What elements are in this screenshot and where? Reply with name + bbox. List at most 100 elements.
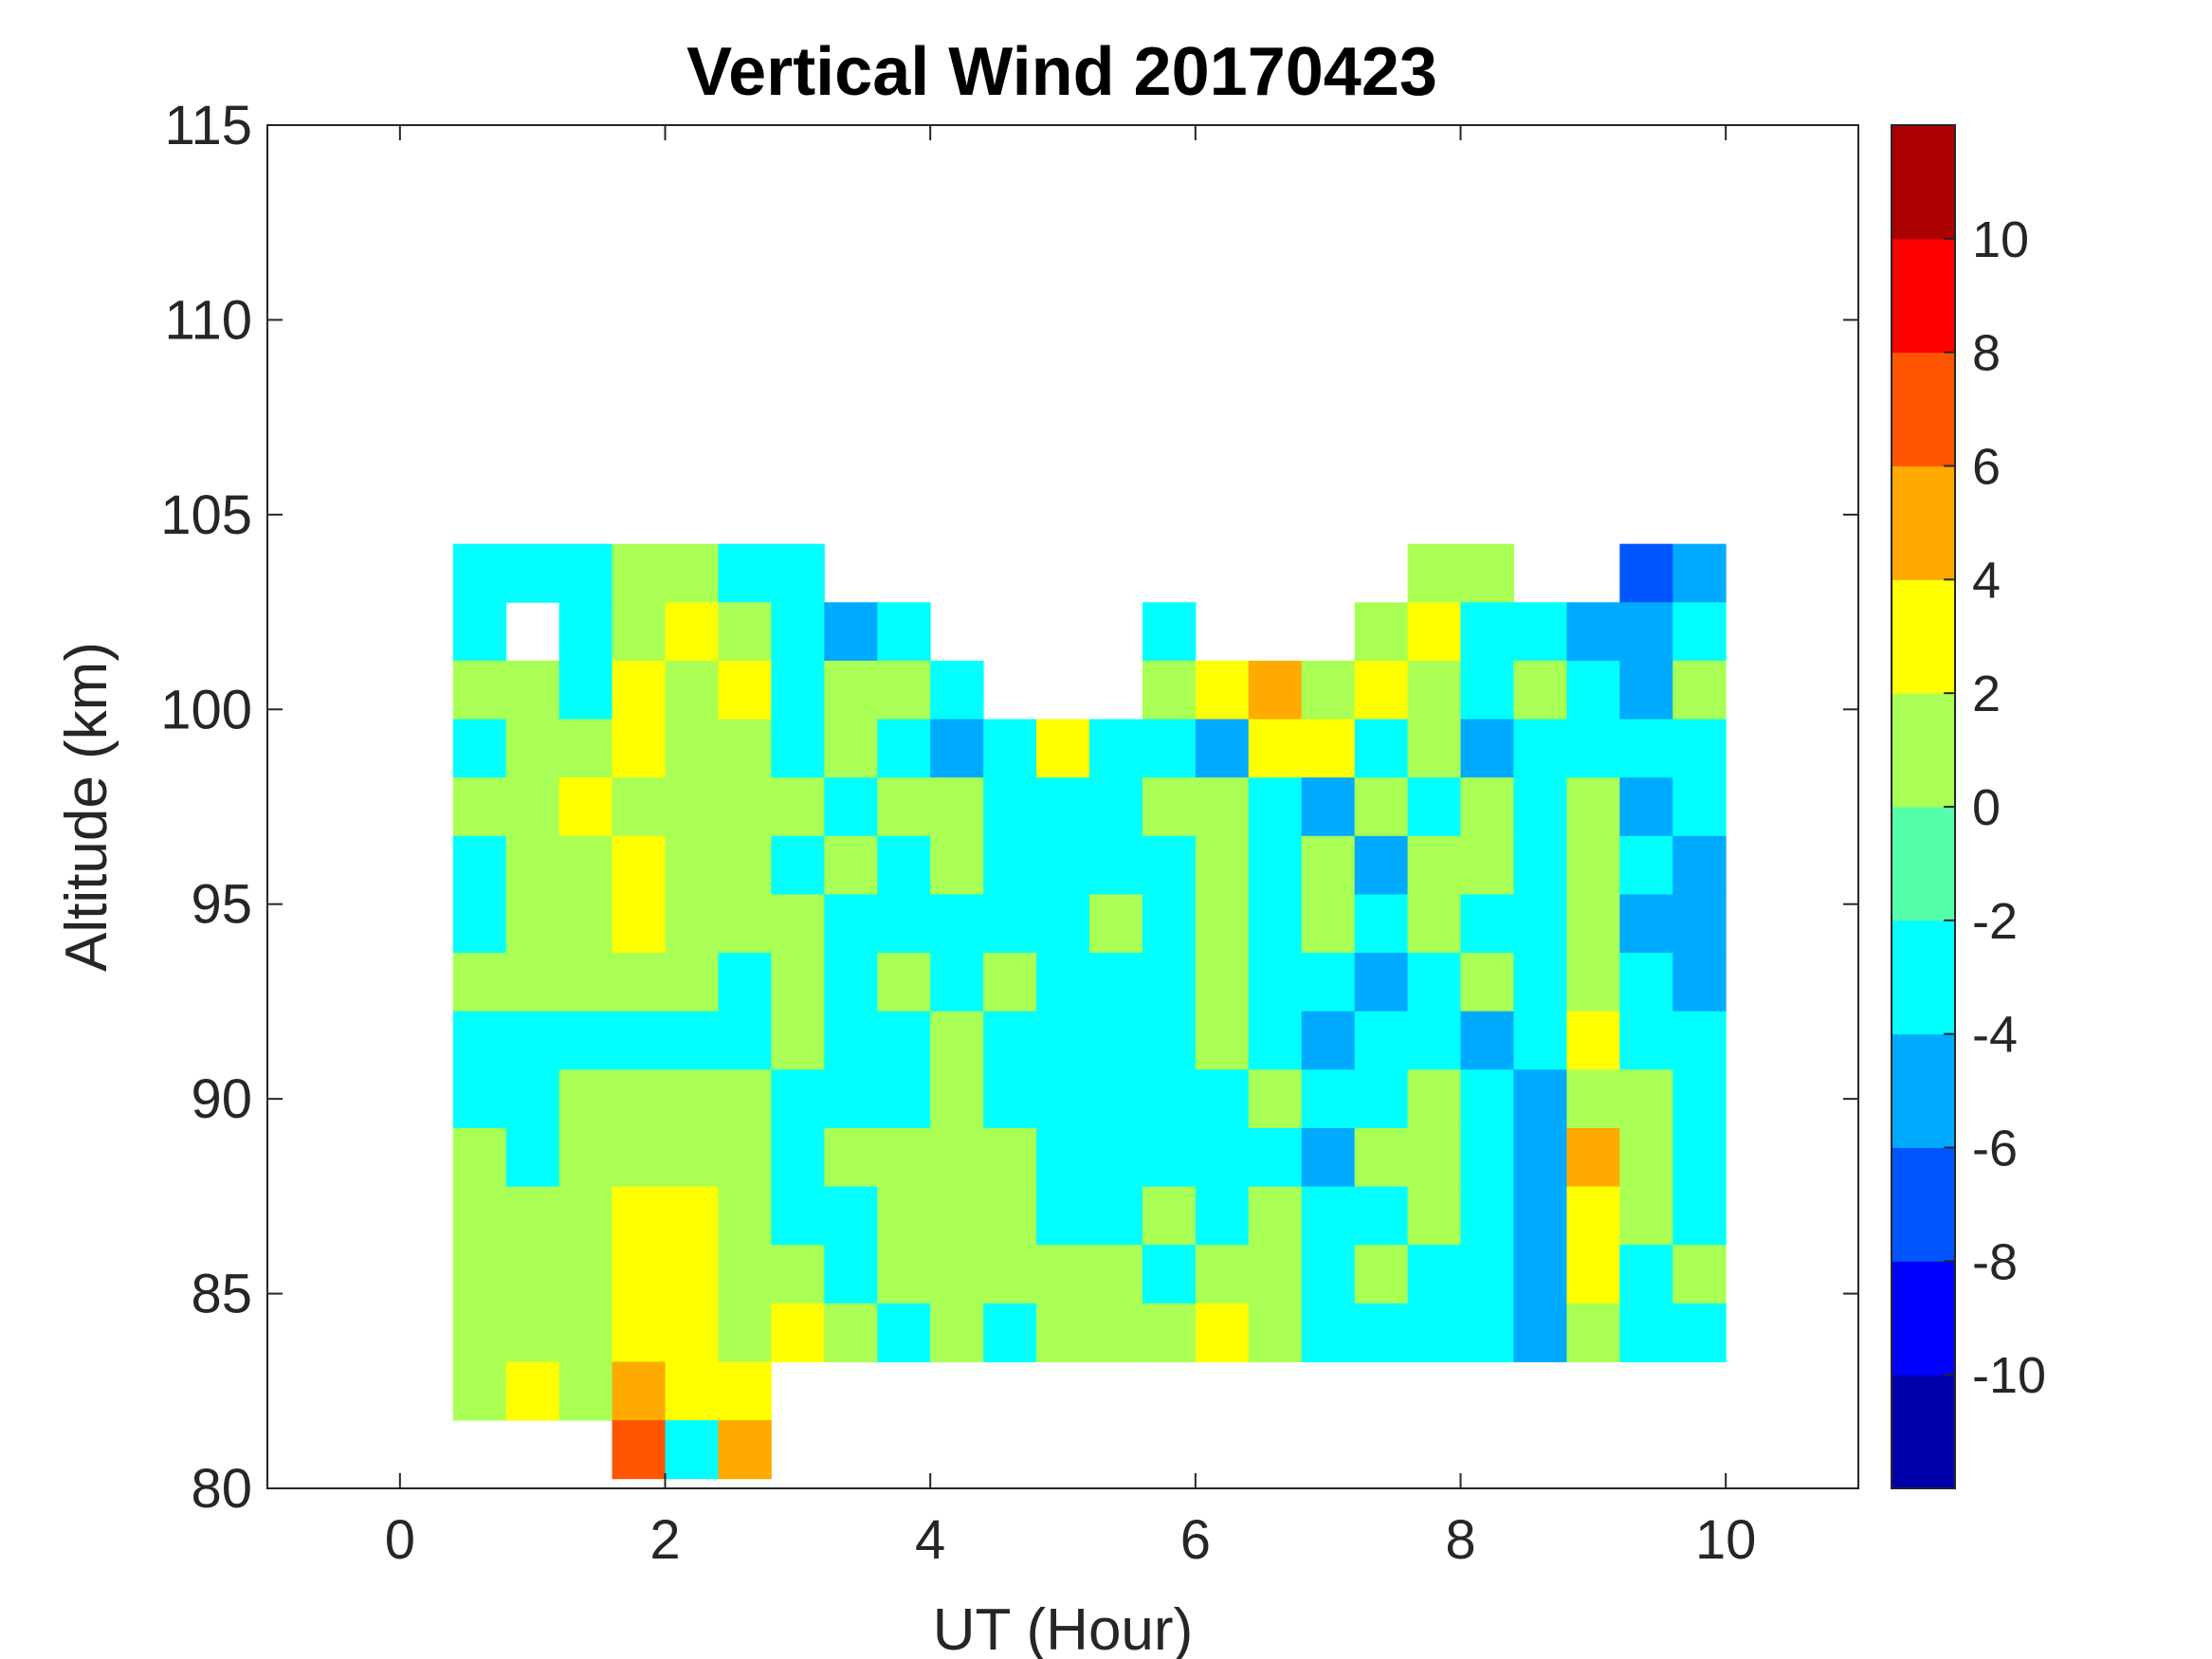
contour-cell — [983, 1186, 1037, 1246]
contour-cell — [877, 777, 931, 837]
contour-cell — [1301, 1245, 1356, 1304]
y-tick-label: 95 — [191, 874, 252, 936]
contour-cell — [877, 660, 931, 720]
contour-cell — [1301, 1127, 1356, 1188]
contour-cell — [1142, 1127, 1197, 1188]
contour-cell — [771, 602, 825, 662]
colorbar-swatch — [1892, 693, 1955, 808]
contour-cell — [558, 1011, 613, 1070]
contour-cell — [771, 660, 825, 720]
colorbar-swatch — [1892, 465, 1955, 580]
contour-cell — [877, 1303, 931, 1362]
contour-cell — [1195, 1245, 1250, 1304]
contour-cell — [1460, 953, 1514, 1012]
contour-cell — [1354, 835, 1409, 895]
contour-cell — [612, 1127, 666, 1188]
contour-cell — [718, 1420, 772, 1480]
contour-cell — [1248, 1186, 1303, 1246]
contour-cell — [1142, 953, 1197, 1012]
contour-cell — [1088, 1069, 1143, 1129]
contour-cell — [1142, 1245, 1197, 1304]
contour-cell — [1566, 1011, 1620, 1070]
contour-cell — [718, 1011, 772, 1070]
contour-cell — [558, 1186, 613, 1246]
contour-cell — [1036, 1186, 1090, 1246]
contour-cell — [452, 1361, 507, 1421]
contour-cell — [505, 719, 560, 778]
contour-cell — [1673, 777, 1727, 837]
contour-cell — [665, 660, 719, 720]
y-tick-label: 80 — [191, 1458, 252, 1520]
contour-cell — [877, 894, 931, 954]
contour-cell — [1142, 1011, 1197, 1070]
contour-cell — [1407, 1011, 1461, 1070]
contour-cell — [1407, 835, 1461, 895]
contour-cell — [1354, 1127, 1409, 1188]
contour-cell — [1460, 1011, 1514, 1070]
contour-cell — [1195, 777, 1250, 837]
contour-cell — [1460, 1127, 1514, 1188]
contour-cell — [665, 543, 719, 603]
contour-cell — [612, 1420, 666, 1480]
colorbar-tick-label: 6 — [1972, 439, 2001, 496]
contour-cell — [824, 660, 878, 720]
contour-cell — [1566, 777, 1620, 837]
contour-cell — [824, 1069, 878, 1129]
contour-cell — [930, 1245, 984, 1304]
contour-cell — [1673, 602, 1727, 662]
contour-cell — [1142, 894, 1197, 954]
x-tick-label: 0 — [385, 1509, 415, 1571]
contour-cell — [612, 719, 666, 778]
contour-cell — [983, 719, 1037, 778]
x-axis: 0 2 4 6 8 10 — [385, 125, 1757, 1571]
contour-cell — [558, 1245, 613, 1304]
contour-cell — [1195, 1011, 1250, 1070]
colorbar-tick-label: 4 — [1972, 552, 2001, 609]
contour-cell — [1460, 602, 1514, 662]
contour-cell — [505, 953, 560, 1012]
contour-cell — [612, 1245, 666, 1304]
contour-cell — [1460, 777, 1514, 837]
contour-cell — [1088, 953, 1143, 1012]
contour-cell — [930, 1069, 984, 1129]
contour-cell — [1248, 1303, 1303, 1362]
colorbar-tick-label: 2 — [1972, 665, 2001, 722]
x-tick-label: 10 — [1695, 1509, 1757, 1571]
contour-cell — [1036, 894, 1090, 954]
contour-cell — [1619, 1069, 1673, 1129]
colorbar-swatch — [1892, 1147, 1955, 1262]
contour-cell — [1248, 1245, 1303, 1304]
contour-cell — [1088, 1186, 1143, 1246]
contour-cell — [718, 543, 772, 603]
contour-cell — [1088, 1127, 1143, 1188]
contour-cell — [1354, 894, 1409, 954]
colorbar-tick-label: -10 — [1972, 1347, 2046, 1404]
contour-cell — [612, 1303, 666, 1362]
contour-cell — [1407, 894, 1461, 954]
contour-cell — [1195, 1186, 1250, 1246]
contour-cell — [505, 894, 560, 954]
contour-cell — [983, 953, 1037, 1012]
contour-cell — [558, 1069, 613, 1129]
contour-cell — [1513, 1303, 1567, 1362]
contour-cell — [452, 835, 507, 895]
contour-fill-layer — [452, 543, 1727, 1480]
contour-cell — [824, 894, 878, 954]
contour-cell — [452, 894, 507, 954]
contour-cell — [505, 543, 560, 603]
contour-cell — [771, 1127, 825, 1188]
contour-cell — [1566, 602, 1620, 662]
contour-cell — [771, 543, 825, 603]
y-tick-label: 100 — [160, 679, 252, 740]
plot-area-frame — [266, 124, 1859, 1489]
contour-cell — [983, 1127, 1037, 1188]
y-axis: 80 85 90 95 100 105 110 115 — [160, 95, 1858, 1520]
contour-cell — [1619, 894, 1673, 954]
contour-cell — [665, 1011, 719, 1070]
contour-cell — [1301, 835, 1356, 895]
contour-cell — [824, 1127, 878, 1188]
colorbar-tick-label: 8 — [1972, 325, 2001, 382]
contour-cell — [452, 1245, 507, 1304]
contour-cell — [1513, 1127, 1567, 1188]
colorbar-swatch — [1892, 352, 1955, 466]
